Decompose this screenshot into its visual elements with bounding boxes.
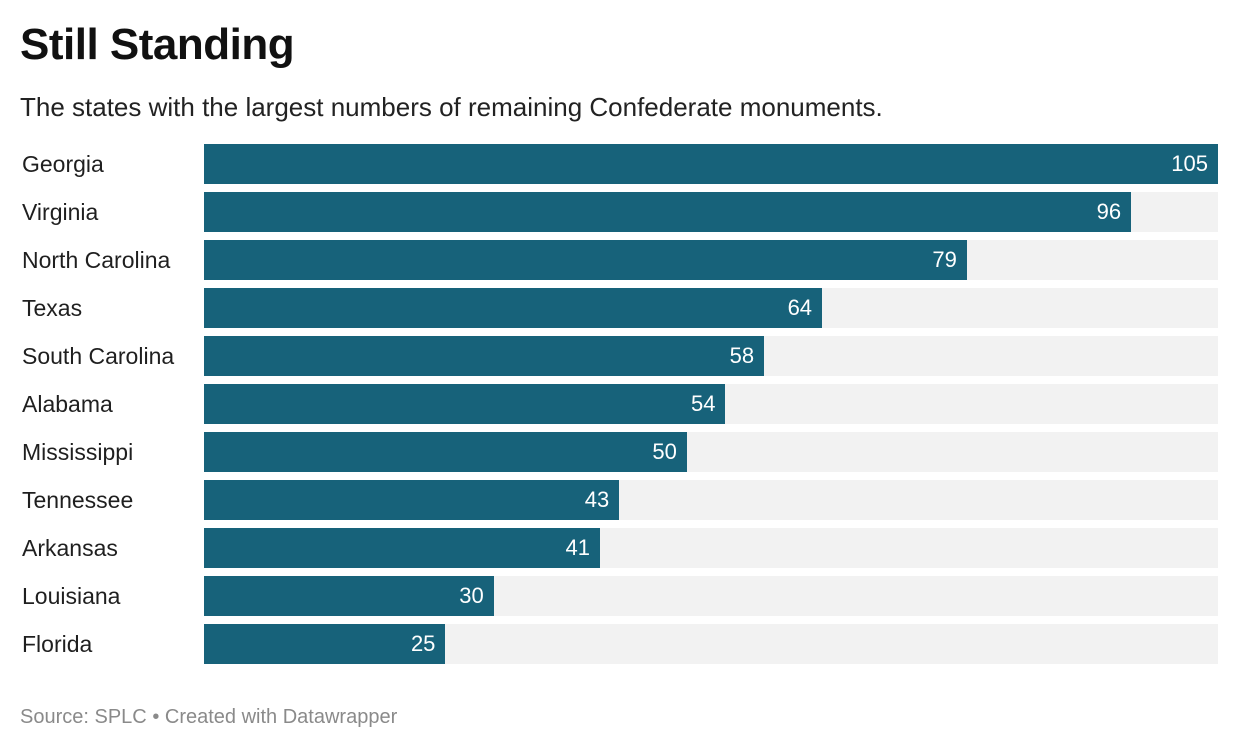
bar (204, 240, 967, 280)
category-label: Georgia (22, 151, 104, 177)
chart-title: Still Standing (20, 20, 295, 69)
value-label: 64 (787, 295, 813, 320)
category-label: Tennessee (22, 487, 134, 513)
chart-footer: Source: SPLC • Created with Datawrapper (20, 703, 397, 731)
bar (204, 528, 600, 568)
category-label: Texas (22, 295, 83, 321)
value-label: 96 (1096, 199, 1122, 224)
bar (204, 384, 726, 424)
category-label: South Carolina (22, 343, 175, 369)
bar (204, 624, 446, 664)
category-label: Alabama (22, 391, 113, 417)
value-label: 79 (932, 247, 957, 272)
bar (204, 480, 620, 520)
category-label: Mississippi (22, 439, 134, 465)
category-label: Arkansas (22, 535, 118, 561)
value-label: 54 (691, 391, 716, 416)
value-label: 50 (652, 439, 677, 464)
footer-separator: • (152, 706, 160, 728)
value-label: 25 (410, 631, 436, 656)
value-label: 30 (459, 583, 484, 608)
bar (204, 576, 494, 616)
value-label: 43 (584, 487, 610, 512)
bar (204, 144, 1218, 184)
bar (204, 432, 687, 472)
bar (204, 288, 823, 328)
source-label: Source: (20, 706, 89, 728)
category-label: Florida (22, 631, 93, 657)
category-label: Virginia (22, 199, 99, 225)
value-label: 58 (729, 343, 755, 368)
bar (204, 192, 1132, 232)
source-link[interactable]: SPLC (94, 706, 147, 728)
credit-link[interactable]: Created with Datawrapper (164, 706, 398, 728)
chart-subtitle: The states with the largest numbers of r… (20, 92, 883, 122)
category-label: Louisiana (22, 583, 121, 609)
bar (204, 336, 765, 376)
category-label: North Carolina (22, 247, 171, 273)
value-label: 41 (565, 535, 590, 560)
value-label: 105 (1171, 151, 1208, 176)
